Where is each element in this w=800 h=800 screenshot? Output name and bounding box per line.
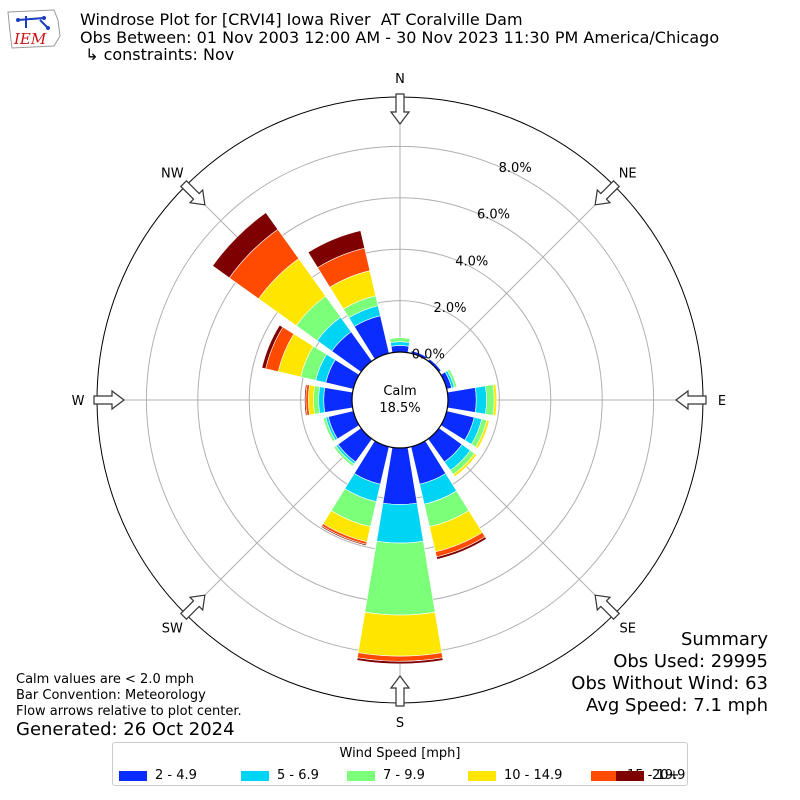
calm-label: Calm: [383, 384, 416, 399]
chart-constraints: ↳ constraints: Nov: [80, 45, 235, 64]
chart-title: Windrose Plot for [CRVI4] Iowa River AT …: [80, 10, 523, 29]
bar-e-2-4-9: [447, 387, 477, 413]
bar-nw-20-: [212, 212, 279, 279]
legend-label: 10 - 14.9: [504, 768, 563, 783]
legend-label: 20+: [652, 768, 680, 783]
compass-label-se: SE: [619, 622, 635, 637]
bar-w-2-4-9: [323, 387, 353, 413]
bar-wsw-7-9-9: [322, 416, 336, 443]
bar-n-5-6-9: [390, 341, 410, 347]
flow-arrow-s-icon: [389, 675, 411, 707]
radial-tick-label: 8.0%: [499, 161, 532, 176]
bar-w-7-9-9: [313, 385, 321, 415]
iem-logo: IEM: [4, 6, 64, 50]
compass-label-w: W: [72, 394, 85, 409]
compass-label-nw: NW: [161, 166, 184, 181]
legend-item: 7 - 9.9: [347, 768, 425, 783]
summary-avg-speed: Avg Speed: 7.1 mph: [586, 695, 768, 716]
flow-arrow-shape: [675, 389, 707, 411]
generated-date: Generated: 26 Oct 2024: [16, 719, 235, 740]
legend-title: Wind Speed [mph]: [339, 746, 461, 761]
flow-arrows-note: Flow arrows relative to plot center.: [16, 704, 242, 719]
bar-e-7-9-9: [485, 384, 495, 416]
bar-nnw-20-: [307, 230, 366, 269]
bar-sse-20-: [436, 536, 487, 560]
flow-arrow-shape: [594, 594, 621, 621]
radial-tick-label: 0.0%: [412, 347, 445, 362]
bar-ssw-20-: [320, 525, 367, 546]
bar-s-2-4-9: [382, 447, 418, 505]
summary-obs-without-wind: Obs Without Wind: 63: [571, 673, 768, 694]
legend-label: 2 - 4.9: [155, 768, 197, 783]
legend-item: 10 - 14.9: [468, 768, 563, 783]
compass-label-s: S: [396, 716, 404, 731]
bar-wnw-20-: [261, 324, 284, 370]
radial-gridline: [433, 185, 615, 367]
calm-note: Calm values are < 2.0 mph: [16, 672, 195, 687]
legend-swatch: [347, 770, 375, 781]
flow-arrow-shape: [93, 389, 125, 411]
flow-arrow-nw-icon: [179, 179, 206, 206]
legend-item: 2 - 4.9: [119, 768, 197, 783]
bar-ese-10-14-9: [475, 419, 490, 449]
flow-arrow-shape: [179, 594, 206, 621]
radial-gridline: [185, 433, 367, 615]
compass-label-n: N: [395, 72, 405, 87]
flow-arrow-shape: [389, 93, 411, 125]
bar-w-5-6-9: [318, 386, 326, 414]
bar-se-10-14-9: [452, 452, 478, 478]
flow-arrow-ne-icon: [594, 179, 621, 206]
flow-arrow-shape: [594, 179, 621, 206]
compass-label-e: E: [718, 394, 726, 409]
chart-subtitle: Obs Between: 01 Nov 2003 12:00 AM - 30 N…: [80, 28, 720, 47]
calm-value: 18.5%: [379, 401, 420, 416]
flow-arrow-e-icon: [675, 389, 707, 411]
radial-tick-label: 2.0%: [433, 301, 466, 316]
bar-n-7-9-9: [389, 337, 411, 343]
bar-w-10-14-9: [308, 384, 315, 416]
bar-s-10-14-9: [357, 611, 443, 657]
flow-arrow-w-icon: [93, 389, 125, 411]
flow-arrow-se-icon: [594, 594, 621, 621]
legend: Wind Speed [mph] 2 - 4.9 5 - 6.9 7 - 9.9 10…: [112, 742, 688, 786]
legend-swatch: [119, 770, 147, 781]
bar-s-20-: [356, 657, 444, 665]
bar-w-20-: [304, 384, 308, 416]
summary-obs-used: Obs Used: 29995: [613, 651, 768, 672]
bar-e-10-14-9: [492, 383, 498, 417]
legend-item: 20+: [616, 768, 680, 783]
bar-sw-7-9-9: [333, 445, 355, 467]
legend-swatch: [616, 770, 644, 781]
radial-tick-label: 4.0%: [455, 254, 488, 269]
legend-label: 7 - 9.9: [383, 768, 425, 783]
bar-e-5-6-9: [474, 385, 487, 415]
flow-arrow-shape: [179, 179, 206, 206]
bar-s-7-9-9: [364, 540, 436, 616]
flow-arrow-shape: [389, 675, 411, 707]
compass-label-ne: NE: [619, 166, 637, 181]
flow-arrow-n-icon: [389, 93, 411, 125]
legend-label: 5 - 6.9: [277, 768, 319, 783]
summary-heading: Summary: [681, 629, 768, 650]
legend-item: 5 - 6.9: [241, 768, 319, 783]
radial-tick-label: 6.0%: [477, 208, 510, 223]
flow-arrow-sw-icon: [179, 594, 206, 621]
calm-circle: [351, 351, 449, 449]
legend-swatch: [241, 770, 269, 781]
bar-s-5-6-9: [376, 502, 424, 544]
svg-text:IEM: IEM: [13, 30, 47, 48]
legend-swatch: [468, 770, 496, 781]
legend-swatch: [591, 770, 619, 781]
bar-ene-7-9-9: [446, 368, 458, 388]
compass-label-sw: SW: [162, 622, 183, 637]
bar-convention-note: Bar Convention: Meteorology: [16, 688, 206, 703]
